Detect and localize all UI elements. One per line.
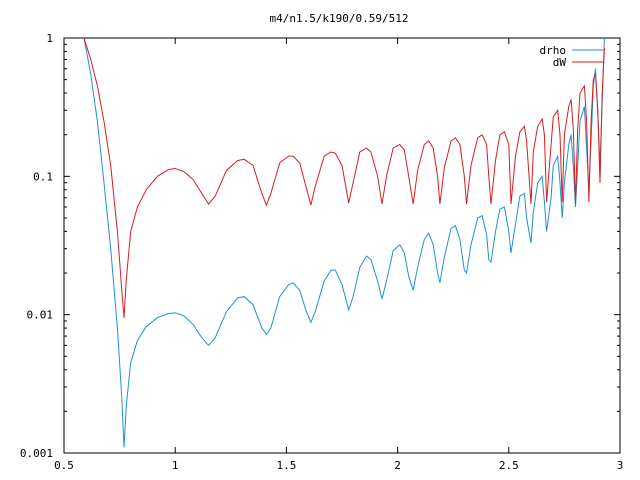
y-tick-label: 0.1 (33, 170, 53, 183)
axis-ticks: 0.5 1 1.5 2 2.5 3 0.001 0.01 0.1 1 (20, 32, 623, 472)
y-tick-label: 1 (46, 32, 53, 45)
x-tick-label: 0.5 (54, 459, 74, 472)
series-line-drho (83, 37, 605, 448)
x-tick-label: 3 (617, 459, 624, 472)
x-tick-label: 2 (394, 459, 401, 472)
series-line-dw (83, 37, 605, 318)
series-layer (83, 37, 605, 448)
x-tick-label: 1.5 (276, 459, 296, 472)
legend-label: drho (540, 44, 567, 57)
legend-label: dW (553, 56, 567, 69)
y-tick-label: 0.001 (20, 447, 53, 460)
chart-title: m4/n1.5/k190/0.59/512 (269, 12, 408, 25)
x-tick-label: 2.5 (499, 459, 519, 472)
y-tick-label: 0.01 (27, 309, 54, 322)
x-tick-label: 1 (172, 459, 179, 472)
plot-frame (63, 37, 621, 454)
